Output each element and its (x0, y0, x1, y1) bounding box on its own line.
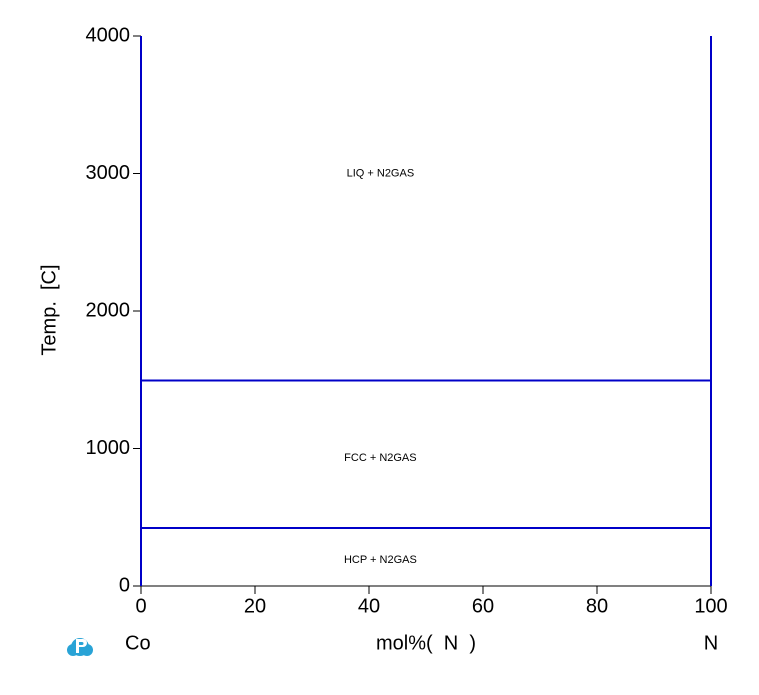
y-tick-label: 3000 (86, 162, 131, 184)
y-tick-label: 4000 (86, 24, 131, 46)
x-tick-label: 0 (135, 595, 146, 617)
y-axis-label: Temp. [C] (38, 264, 60, 355)
x-tick-label: 40 (358, 595, 380, 617)
right-component: N (704, 632, 718, 654)
y-tick-label: 2000 (86, 299, 131, 321)
x-tick-label: 60 (472, 595, 494, 617)
region-label: LIQ + N2GAS (347, 167, 415, 179)
x-tick-label: 100 (694, 595, 727, 617)
x-tick-label: 20 (244, 595, 266, 617)
region-label: HCP + N2GAS (344, 554, 417, 566)
region-label: FCC + N2GAS (344, 452, 416, 464)
y-tick-label: 1000 (86, 437, 131, 459)
left-component: Co (125, 632, 151, 654)
y-tick-label: 0 (119, 574, 130, 596)
x-axis-label: mol%( N ) (376, 632, 476, 654)
x-tick-label: 80 (586, 595, 608, 617)
logo (67, 638, 93, 656)
